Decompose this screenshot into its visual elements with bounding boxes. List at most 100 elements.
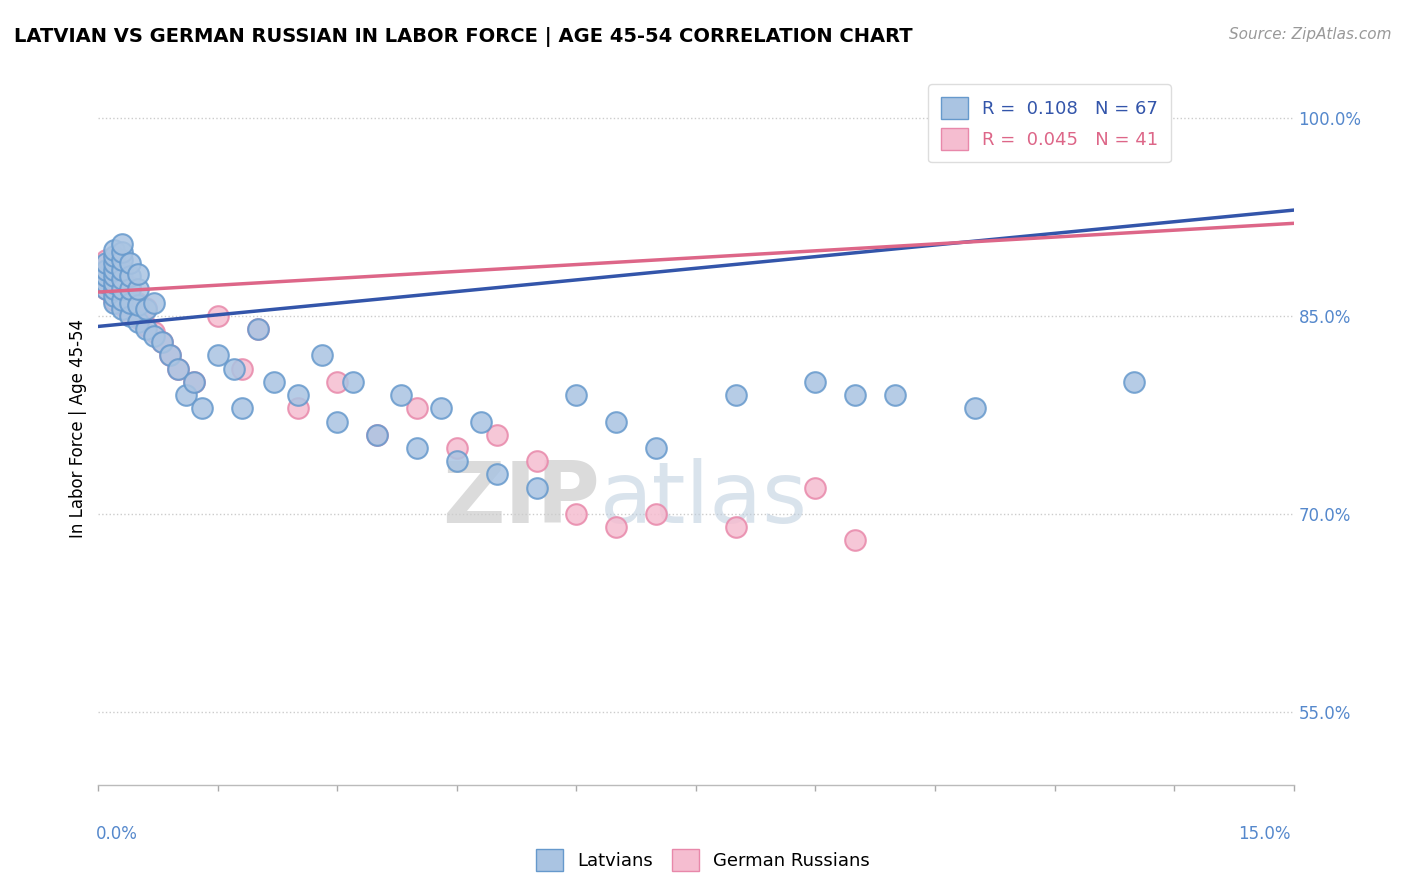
- Point: [485, 427, 508, 442]
- Point: [96, 256, 118, 270]
- Text: Source: ZipAtlas.com: Source: ZipAtlas.com: [1229, 27, 1392, 42]
- Point: [366, 427, 388, 442]
- Point: [804, 375, 827, 389]
- Point: [111, 287, 134, 301]
- Point: [174, 388, 197, 402]
- Text: 0.0%: 0.0%: [96, 825, 138, 843]
- Point: [526, 454, 548, 468]
- Point: [111, 245, 134, 260]
- Point: [96, 272, 118, 286]
- Point: [103, 276, 125, 290]
- Point: [111, 253, 134, 268]
- Point: [724, 520, 747, 534]
- Point: [207, 309, 229, 323]
- Point: [565, 388, 588, 402]
- Point: [287, 401, 309, 416]
- Point: [406, 441, 429, 455]
- Point: [884, 388, 907, 402]
- Point: [844, 533, 866, 548]
- Point: [135, 322, 157, 336]
- Point: [446, 454, 468, 468]
- Point: [103, 249, 125, 263]
- Point: [96, 269, 118, 284]
- Point: [111, 277, 134, 292]
- Point: [191, 401, 214, 416]
- Point: [111, 298, 134, 312]
- Point: [645, 441, 668, 455]
- Text: atlas: atlas: [600, 458, 808, 541]
- Point: [111, 237, 134, 252]
- Point: [103, 293, 125, 307]
- Point: [120, 282, 142, 296]
- Point: [207, 349, 229, 363]
- Point: [111, 293, 134, 307]
- Point: [231, 361, 253, 376]
- Point: [111, 262, 134, 277]
- Point: [127, 295, 149, 310]
- Point: [143, 328, 166, 343]
- Point: [111, 267, 134, 281]
- Point: [96, 253, 118, 268]
- Point: [565, 507, 588, 521]
- Point: [645, 507, 668, 521]
- Point: [231, 401, 253, 416]
- Point: [222, 361, 245, 376]
- Legend: R =  0.108   N = 67, R =  0.045   N = 41: R = 0.108 N = 67, R = 0.045 N = 41: [928, 84, 1171, 162]
- Text: ZIP: ZIP: [443, 458, 600, 541]
- Point: [127, 311, 149, 326]
- Point: [963, 401, 986, 416]
- Point: [103, 243, 125, 257]
- Point: [135, 302, 157, 317]
- Point: [111, 272, 134, 286]
- Point: [342, 375, 364, 389]
- Point: [103, 282, 125, 296]
- Point: [103, 289, 125, 303]
- Point: [183, 375, 205, 389]
- Point: [103, 295, 125, 310]
- Point: [103, 269, 125, 284]
- Point: [159, 349, 181, 363]
- Point: [103, 282, 125, 296]
- Point: [150, 335, 173, 350]
- Point: [605, 520, 627, 534]
- Point: [470, 415, 492, 429]
- Text: LATVIAN VS GERMAN RUSSIAN IN LABOR FORCE | AGE 45-54 CORRELATION CHART: LATVIAN VS GERMAN RUSSIAN IN LABOR FORCE…: [14, 27, 912, 46]
- Point: [120, 309, 142, 323]
- Point: [135, 319, 157, 334]
- Point: [246, 322, 269, 336]
- Point: [96, 262, 118, 277]
- Point: [311, 349, 333, 363]
- Point: [120, 269, 142, 284]
- Point: [120, 295, 142, 310]
- Point: [120, 293, 142, 307]
- Point: [120, 279, 142, 293]
- Point: [127, 267, 149, 281]
- Point: [103, 251, 125, 265]
- Point: [430, 401, 453, 416]
- Point: [605, 415, 627, 429]
- Point: [127, 298, 149, 312]
- Point: [111, 302, 134, 317]
- Point: [246, 322, 269, 336]
- Point: [1123, 375, 1146, 389]
- Point: [183, 375, 205, 389]
- Point: [96, 282, 118, 296]
- Point: [143, 325, 166, 339]
- Point: [287, 388, 309, 402]
- Text: 15.0%: 15.0%: [1239, 825, 1291, 843]
- Point: [167, 361, 190, 376]
- Point: [389, 388, 412, 402]
- Point: [103, 261, 125, 276]
- Point: [127, 282, 149, 296]
- Point: [366, 427, 388, 442]
- Point: [150, 335, 173, 350]
- Point: [96, 276, 118, 290]
- Point: [167, 361, 190, 376]
- Point: [111, 282, 134, 296]
- Point: [485, 467, 508, 482]
- Point: [263, 375, 285, 389]
- Point: [103, 256, 125, 270]
- Point: [446, 441, 468, 455]
- Point: [120, 306, 142, 320]
- Point: [103, 262, 125, 277]
